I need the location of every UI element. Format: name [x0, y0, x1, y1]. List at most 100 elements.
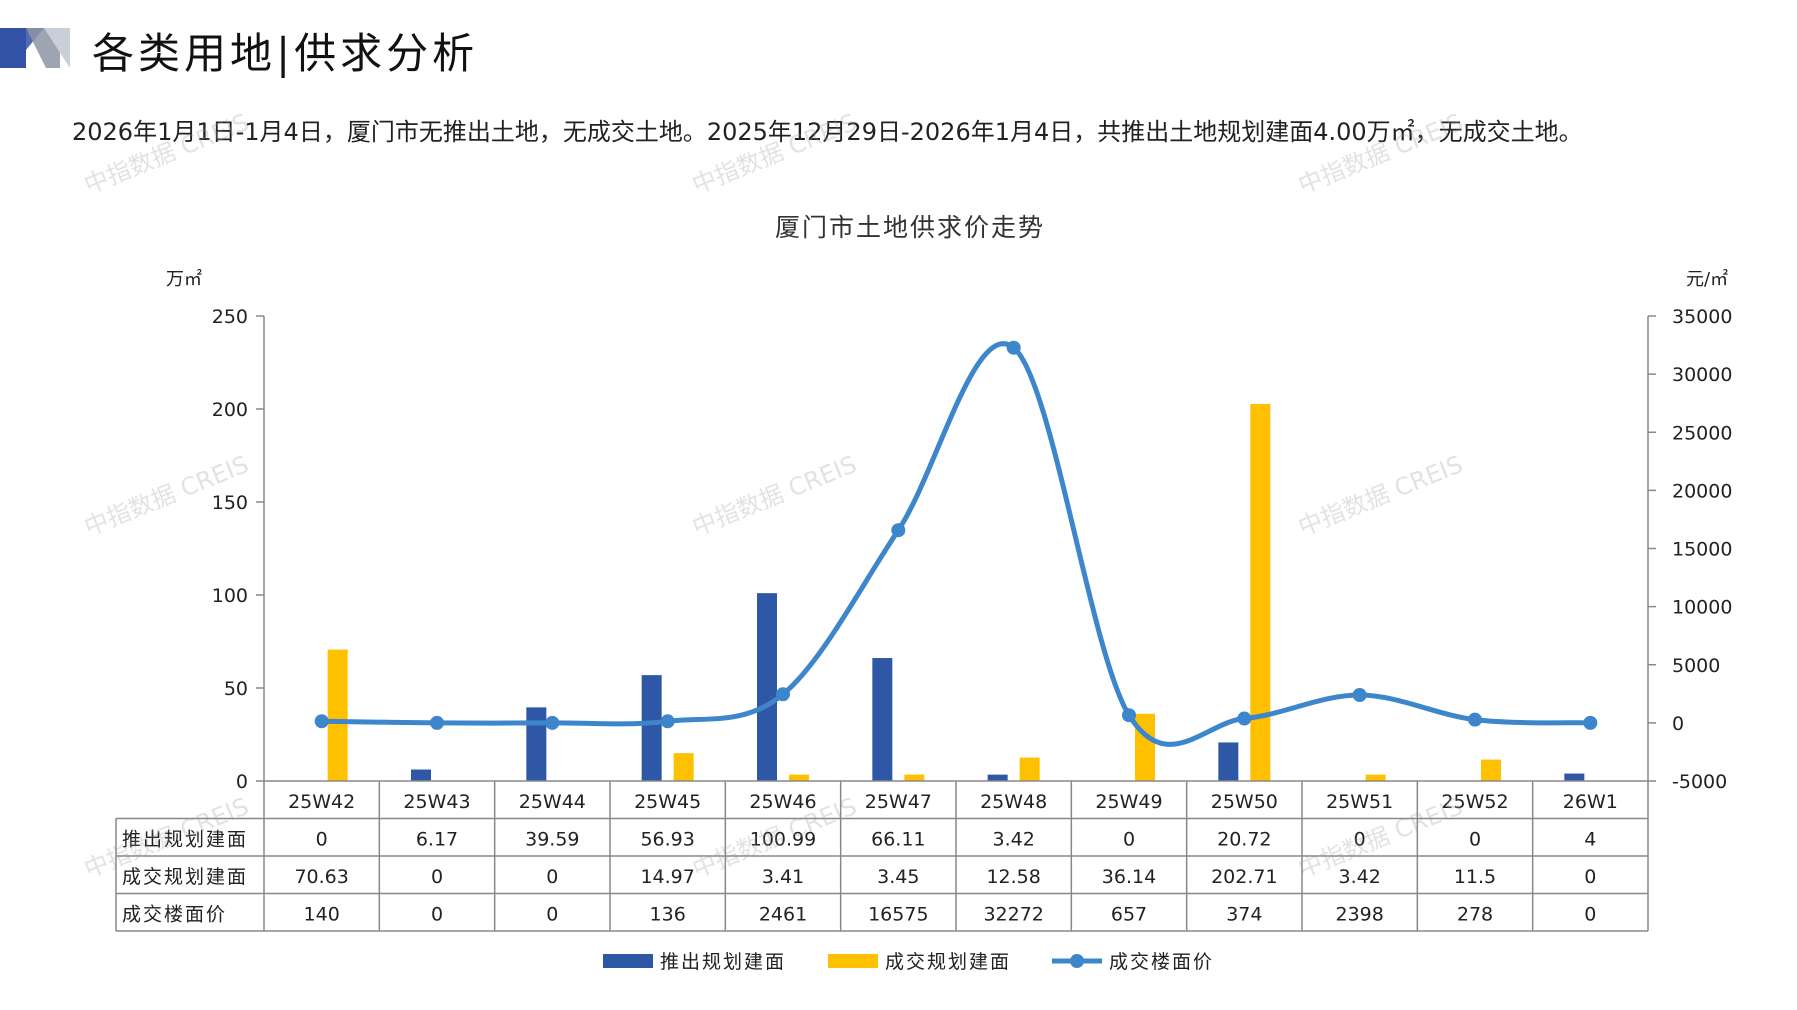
price-point — [545, 715, 560, 730]
data-label: 3.42 — [993, 829, 1035, 851]
data-label: 56.93 — [640, 829, 694, 851]
data-label: 374 — [1226, 904, 1262, 926]
price-point — [1006, 340, 1021, 355]
summary-text: 2026年1月1日-1月4日，厦门市无推出土地，无成交土地。2025年12月29… — [72, 118, 1583, 146]
left-tick-label: 150 — [212, 492, 248, 514]
right-tick-label: 15000 — [1672, 539, 1732, 561]
bar-deal — [789, 774, 809, 781]
data-label: 0 — [1584, 904, 1596, 926]
x-tick-label: 25W45 — [634, 791, 701, 813]
x-tick-label: 25W49 — [1095, 791, 1162, 813]
header-logo-mark — [0, 28, 70, 68]
bar-deal — [904, 774, 925, 781]
bar-deal — [327, 649, 348, 781]
price-line — [321, 341, 1591, 747]
data-label: 3.45 — [877, 866, 919, 888]
price-point — [1122, 708, 1136, 723]
data-label: 3.41 — [762, 866, 804, 888]
x-tick-label: 25W46 — [749, 791, 816, 813]
data-label: 140 — [304, 904, 340, 926]
x-tick-label: 26W1 — [1563, 791, 1618, 813]
data-label: 32272 — [983, 904, 1043, 926]
bar-supply — [411, 769, 431, 781]
chart-title: 厦门市土地供求价走势 — [775, 213, 1045, 242]
bar-deal — [1250, 403, 1271, 781]
price-point — [1237, 711, 1252, 726]
legend-swatch-supply — [603, 954, 653, 968]
data-label: 278 — [1457, 904, 1493, 926]
bar-supply — [872, 658, 893, 781]
data-label: 20.72 — [1217, 829, 1271, 851]
bar-supply — [641, 675, 662, 781]
x-tick-label: 25W48 — [980, 791, 1047, 813]
price-point — [314, 714, 329, 729]
legend-swatch-price-marker — [1070, 954, 1084, 968]
left-tick-label: 250 — [212, 306, 248, 328]
bar-supply — [1218, 742, 1239, 781]
left-tick-label: 0 — [236, 771, 248, 793]
table-row-header: 成交规划建面 — [122, 866, 248, 888]
right-tick-label: 5000 — [1672, 655, 1720, 677]
right-tick-label: 25000 — [1672, 422, 1732, 444]
price-point — [430, 715, 444, 730]
x-tick-label: 25W44 — [519, 791, 586, 813]
data-label: 36.14 — [1102, 866, 1156, 888]
data-label: 136 — [650, 904, 686, 926]
x-tick-label: 25W42 — [288, 791, 355, 813]
bar-deal — [1481, 759, 1501, 781]
data-label: 3.42 — [1339, 866, 1381, 888]
right-tick-label: 10000 — [1672, 597, 1732, 619]
data-label: 0 — [1354, 829, 1366, 851]
data-label: 0 — [1584, 866, 1596, 888]
price-point — [1352, 687, 1367, 702]
bar-deal — [1019, 757, 1040, 781]
table-row-header: 推出规划建面 — [122, 829, 248, 851]
bar-deal — [673, 753, 694, 781]
x-tick-label: 25W43 — [403, 791, 470, 813]
data-label: 0 — [546, 866, 558, 888]
bar-supply — [1564, 773, 1585, 781]
data-label: 11.5 — [1454, 866, 1496, 888]
bar-deal — [1365, 774, 1386, 781]
right-tick-label: -5000 — [1672, 771, 1727, 793]
price-point — [660, 714, 675, 729]
data-label: 100.99 — [750, 829, 816, 851]
data-label: 4 — [1584, 829, 1596, 851]
left-axis-unit: 万㎡ — [166, 268, 202, 290]
data-label: 657 — [1111, 904, 1147, 926]
x-tick-label: 25W47 — [865, 791, 932, 813]
right-tick-label: 30000 — [1672, 364, 1732, 386]
left-tick-label: 100 — [212, 585, 248, 607]
data-label: 202.71 — [1211, 866, 1277, 888]
x-tick-label: 25W52 — [1441, 791, 1508, 813]
data-label: 0 — [1469, 829, 1481, 851]
price-point — [1468, 712, 1482, 727]
page-title: 各类用地|供求分析 — [92, 29, 479, 78]
data-label: 39.59 — [525, 829, 579, 851]
x-tick-label: 25W50 — [1211, 791, 1278, 813]
right-tick-label: 0 — [1672, 713, 1684, 735]
bar-supply — [757, 593, 777, 781]
data-label: 2461 — [759, 904, 807, 926]
bar-supply — [987, 774, 1008, 781]
right-tick-label: 20000 — [1672, 480, 1732, 502]
price-point — [1583, 715, 1598, 730]
data-label: 6.17 — [416, 829, 458, 851]
data-label: 0 — [316, 829, 328, 851]
legend-swatch-deal — [828, 954, 878, 968]
legend-label-supply: 推出规划建面 — [660, 951, 786, 973]
table-row-header: 成交楼面价 — [122, 904, 227, 926]
left-tick-label: 50 — [224, 678, 248, 700]
data-label: 70.63 — [294, 866, 348, 888]
x-tick-label: 25W51 — [1326, 791, 1393, 813]
bar-supply — [526, 707, 547, 781]
data-label: 0 — [546, 904, 558, 926]
data-label: 12.58 — [986, 866, 1040, 888]
data-label: 2398 — [1335, 904, 1383, 926]
price-point — [776, 687, 790, 702]
data-label: 0 — [431, 904, 443, 926]
left-tick-label: 200 — [212, 399, 248, 421]
data-label: 16575 — [868, 904, 928, 926]
data-label: 66.11 — [871, 829, 925, 851]
